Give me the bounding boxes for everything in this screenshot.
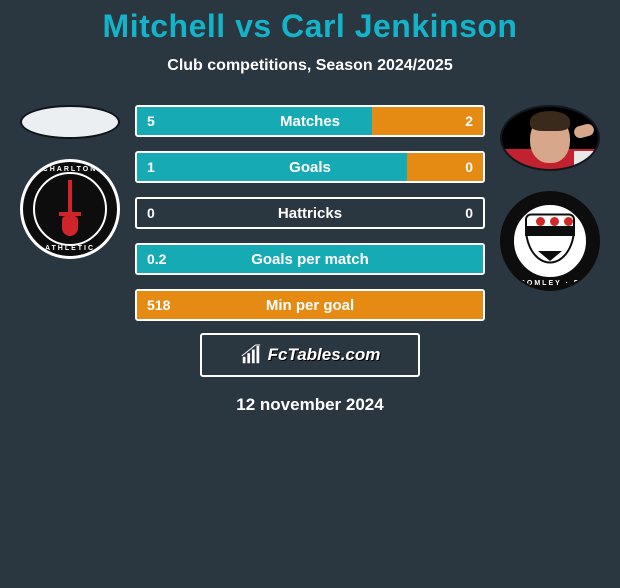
- stat-label: Min per goal: [137, 297, 483, 314]
- club-badge-left: CHARLTON ATHLETIC: [20, 159, 120, 259]
- stat-row-goals: 10Goals: [135, 151, 485, 183]
- stat-row-min-per-goal: 518Min per goal: [135, 289, 485, 321]
- comparison-card: Mitchell vs Carl Jenkinson Club competit…: [0, 8, 620, 415]
- chart-icon: [240, 344, 262, 366]
- brand-watermark[interactable]: FcTables.com: [200, 333, 420, 377]
- stat-label: Matches: [137, 113, 483, 130]
- stat-label: Goals per match: [137, 251, 483, 268]
- player-left-photo-placeholder: [20, 105, 120, 139]
- main-layout: CHARLTON ATHLETIC 52Matches 10Goals 00Hatt…: [0, 105, 620, 321]
- brand-text: FcTables.com: [268, 345, 381, 365]
- club-badge-right-text: BROMLEY · FC: [502, 280, 598, 287]
- stats-column: 52Matches 10Goals 00Hattricks 0.2Goals per …: [135, 105, 485, 321]
- stat-row-goals-per-match: 0.2Goals per match: [135, 243, 485, 275]
- stat-row-hattricks: 00Hattricks: [135, 197, 485, 229]
- club-badge-left-text-bottom: ATHLETIC: [23, 245, 117, 252]
- club-badge-right: BROMLEY · FC: [500, 191, 600, 291]
- stat-label: Goals: [137, 159, 483, 176]
- stat-label: Hattricks: [137, 205, 483, 222]
- player-right-photo: [500, 105, 600, 171]
- left-column: CHARLTON ATHLETIC: [15, 105, 125, 259]
- stat-row-matches: 52Matches: [135, 105, 485, 137]
- right-column: BROMLEY · FC: [495, 105, 605, 291]
- date-label: 12 november 2024: [0, 395, 620, 415]
- page-title: Mitchell vs Carl Jenkinson: [0, 8, 620, 45]
- subtitle: Club competitions, Season 2024/2025: [0, 57, 620, 75]
